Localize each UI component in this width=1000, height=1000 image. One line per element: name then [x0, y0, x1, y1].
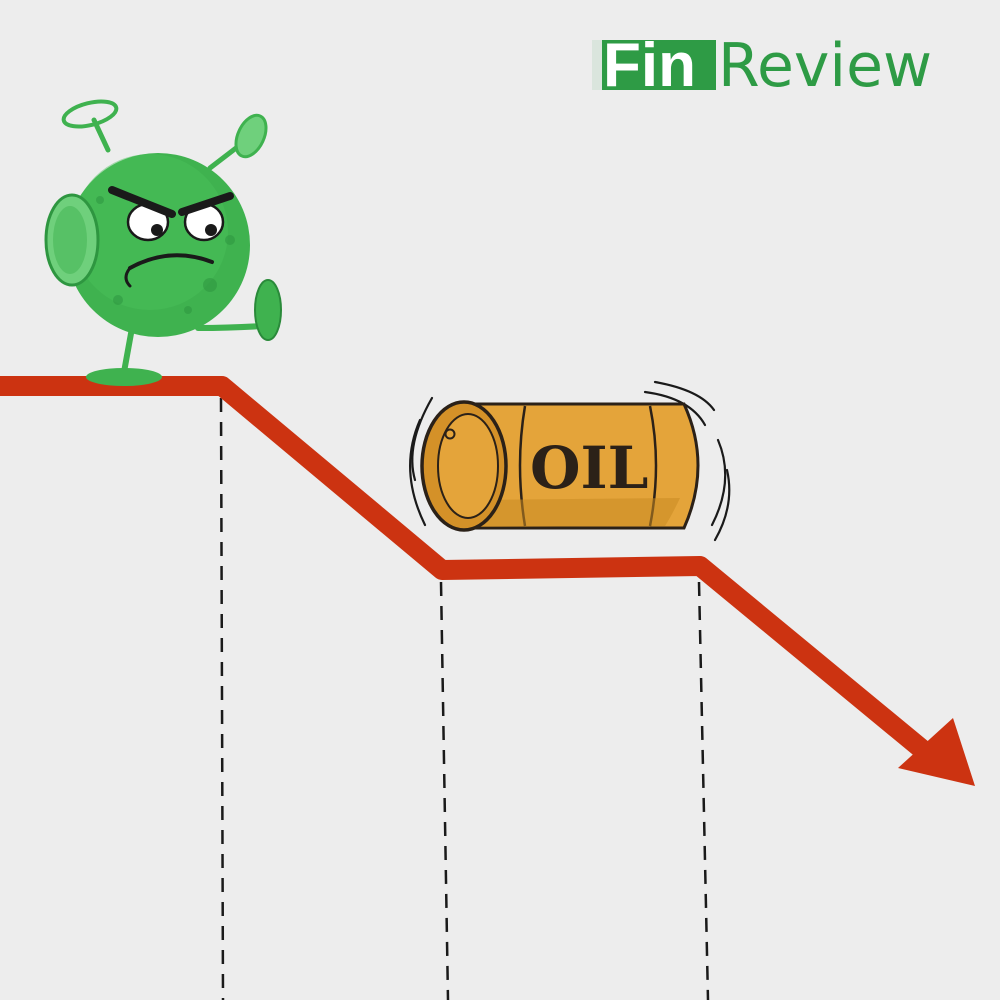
virus-character [44, 99, 282, 386]
virus-mouth-corner [124, 266, 132, 288]
guide-line-1 [219, 397, 225, 1000]
virus-foot [86, 368, 162, 386]
barrel-end-inner [437, 413, 499, 519]
virus-pupil-right [205, 224, 217, 236]
logo-fin-text: Fin [603, 31, 696, 100]
logo-review-text: Review [718, 31, 932, 101]
guide-lines [219, 397, 710, 1000]
oil-barrel: OIL [409, 380, 731, 542]
barrel-shade [470, 498, 680, 527]
virus-side-pad-inner [53, 206, 87, 274]
virus-mouth [128, 253, 214, 270]
virus-pupil-left [151, 224, 163, 236]
barrel-label: OIL [530, 434, 648, 502]
virus-brow-right [178, 192, 234, 216]
virus-kick-leg [195, 323, 265, 331]
virus-leg [121, 325, 135, 375]
virus-kick-foot [254, 279, 282, 341]
trend-line-path [0, 376, 945, 770]
logo-badge-notch [592, 40, 602, 90]
virus-brow-left [108, 186, 176, 218]
barrel-bung [444, 428, 456, 440]
trend-line [0, 376, 975, 786]
virus-antenna-ring [61, 99, 119, 129]
virus-spots [96, 196, 235, 314]
guide-line-2 [439, 581, 450, 1000]
virus-body [66, 153, 250, 337]
guide-line-3 [697, 581, 710, 1000]
logo-badge [592, 40, 716, 90]
virus-antenna-pad [234, 113, 268, 159]
trend-arrowhead [898, 718, 975, 786]
finreview-logo: Fin Review [592, 31, 932, 101]
